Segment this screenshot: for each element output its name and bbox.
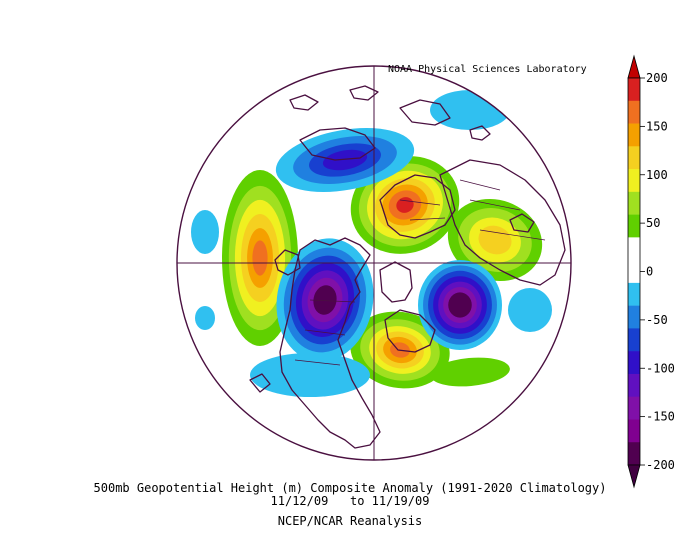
anomaly-contour xyxy=(448,292,472,318)
anomaly-contour xyxy=(191,210,219,254)
coastlines xyxy=(249,85,566,449)
colorbar-tick-label: -100 xyxy=(646,361,675,375)
colorbar-swatch xyxy=(628,305,640,329)
border-line xyxy=(294,359,341,366)
caption-source: NCEP/NCAR Reanalysis xyxy=(277,514,423,528)
anomaly-shading xyxy=(191,90,552,397)
border-line xyxy=(309,299,356,303)
colorbar-swatch xyxy=(628,169,640,193)
colorbar-swatch xyxy=(628,214,640,238)
coastline-path xyxy=(274,249,301,276)
anomaly-contour xyxy=(195,306,215,330)
colorbar-swatch xyxy=(628,123,640,147)
colorbar-swatch xyxy=(628,351,640,375)
colorbar-swatch xyxy=(628,373,640,398)
colorbar-swatch xyxy=(628,282,640,306)
colorbar-tick-label: 0 xyxy=(646,265,653,279)
colorbar-swatch xyxy=(628,442,640,466)
coastline-path xyxy=(279,237,381,449)
coastline-path xyxy=(299,127,376,161)
colorbar: 200 150 100 50 0 -50 -100 -150 -200 xyxy=(627,54,675,489)
anomaly-contour xyxy=(430,357,510,387)
small-trough-sw-anomaly xyxy=(195,306,215,330)
border-line xyxy=(409,217,446,221)
coastline-path xyxy=(349,85,379,101)
colorbar-tick-label: 150 xyxy=(646,119,668,133)
colorbar-tick-label: -200 xyxy=(646,458,675,472)
border-line xyxy=(459,179,501,191)
colorbar-swatch xyxy=(628,396,640,420)
colorbar-swatch xyxy=(628,191,640,215)
anomaly-contour xyxy=(252,240,268,276)
border-line xyxy=(469,199,521,211)
coastline-path xyxy=(384,309,436,353)
colorbar-bottom-arrow xyxy=(627,464,641,489)
colorbar-tick-label: 50 xyxy=(646,216,660,230)
credit-label: NOAA Physical Sciences Laboratory xyxy=(388,64,587,75)
colorbar-tick-label: 100 xyxy=(646,168,668,182)
map-boundary xyxy=(176,65,572,461)
anomaly-contour xyxy=(508,288,552,332)
colorbar-swatch xyxy=(628,419,640,443)
siberia-ridge-anomaly xyxy=(350,156,460,254)
arctic-trough-anomaly xyxy=(275,128,415,192)
border-line xyxy=(399,199,441,206)
colorbar-swatch xyxy=(628,328,640,352)
west-na-trough-anomaly xyxy=(276,238,374,362)
colorbar-tick-label: -150 xyxy=(646,410,675,424)
colorbar-swatch xyxy=(628,146,640,170)
east-asia-ridge-anomaly xyxy=(447,198,543,282)
small-trough-east-anomaly xyxy=(508,288,552,332)
border-line xyxy=(479,229,546,241)
colorbar-tick-label: 200 xyxy=(646,71,668,85)
colorbar-swatch xyxy=(628,100,640,124)
coastline-path xyxy=(469,125,491,141)
coastline-path xyxy=(439,159,566,286)
caption-title: 500mb Geopotential Height (m) Composite … xyxy=(93,481,607,495)
atlantic-ridge-tail-anomaly xyxy=(430,357,510,387)
west-na-trough-tail-anomaly xyxy=(250,353,370,397)
anomaly-contour xyxy=(322,149,368,171)
colorbar-swatch xyxy=(628,260,640,284)
anomaly-contour xyxy=(313,285,337,315)
coastline-path xyxy=(509,213,535,233)
colorbar-swatch xyxy=(628,78,640,102)
anomaly-contour xyxy=(250,353,370,397)
caption-dates: 11/12/09 to 11/19/09 xyxy=(270,494,430,508)
border-line xyxy=(304,329,346,336)
colorbar-top-arrow xyxy=(627,54,641,79)
polar-map xyxy=(177,66,571,460)
colorbar-tick-label: -50 xyxy=(646,313,668,327)
colorbar-swatch xyxy=(628,237,640,261)
coastline-path xyxy=(289,94,319,111)
atlantic-trough-anomaly xyxy=(418,260,502,350)
coastline-path xyxy=(249,373,271,393)
small-trough-west-anomaly xyxy=(191,210,219,254)
coastline-path xyxy=(379,174,456,239)
coastline-path xyxy=(399,99,451,126)
anomaly-contour xyxy=(478,225,512,255)
